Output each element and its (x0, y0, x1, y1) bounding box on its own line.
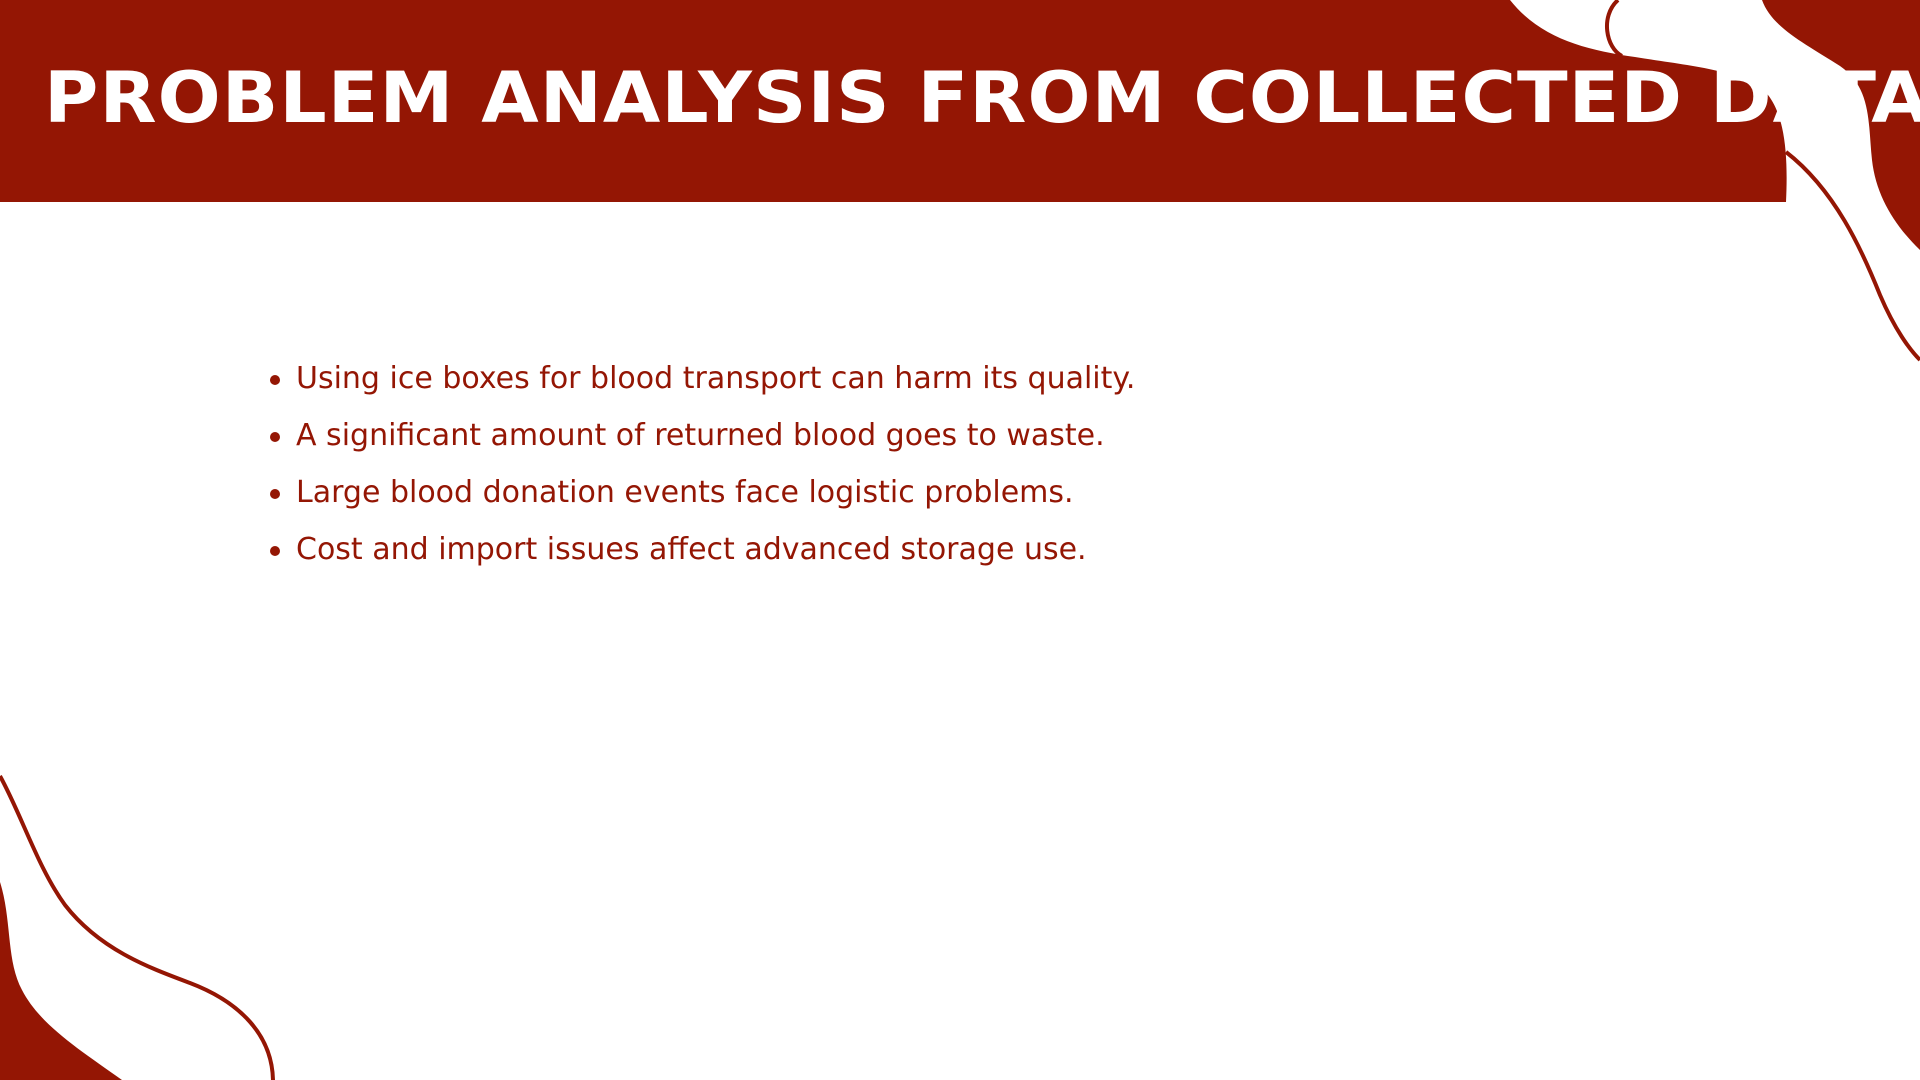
slide-title: PROBLEM ANALYSIS FROM COLLECTED DATA (44, 57, 1920, 139)
bullet-item: Using ice boxes for blood transport can … (266, 350, 1135, 407)
bullet-item: A significant amount of returned blood g… (266, 407, 1135, 464)
bullet-item: Large blood donation events face logisti… (266, 464, 1135, 521)
bullet-dot (270, 375, 280, 385)
bullet-text: Using ice boxes for blood transport can … (296, 361, 1136, 396)
corner-curve-top-right (1604, 0, 1920, 362)
corner-blob-top-right (1762, 0, 1920, 250)
bullet-list: Using ice boxes for blood transport can … (266, 350, 1135, 578)
corner-curve-bottom-left (0, 775, 275, 1080)
bullet-dot (270, 546, 280, 556)
bullet-dot (270, 432, 280, 442)
bullet-text: A significant amount of returned blood g… (296, 418, 1105, 453)
bullet-item: Cost and import issues affect advanced s… (266, 521, 1135, 578)
bullet-dot (270, 489, 280, 499)
title-banner (0, 0, 1787, 202)
corner-blob-bottom-left (0, 882, 122, 1080)
bullet-text: Cost and import issues affect advanced s… (296, 532, 1087, 567)
bullet-text: Large blood donation events face logisti… (296, 475, 1074, 510)
